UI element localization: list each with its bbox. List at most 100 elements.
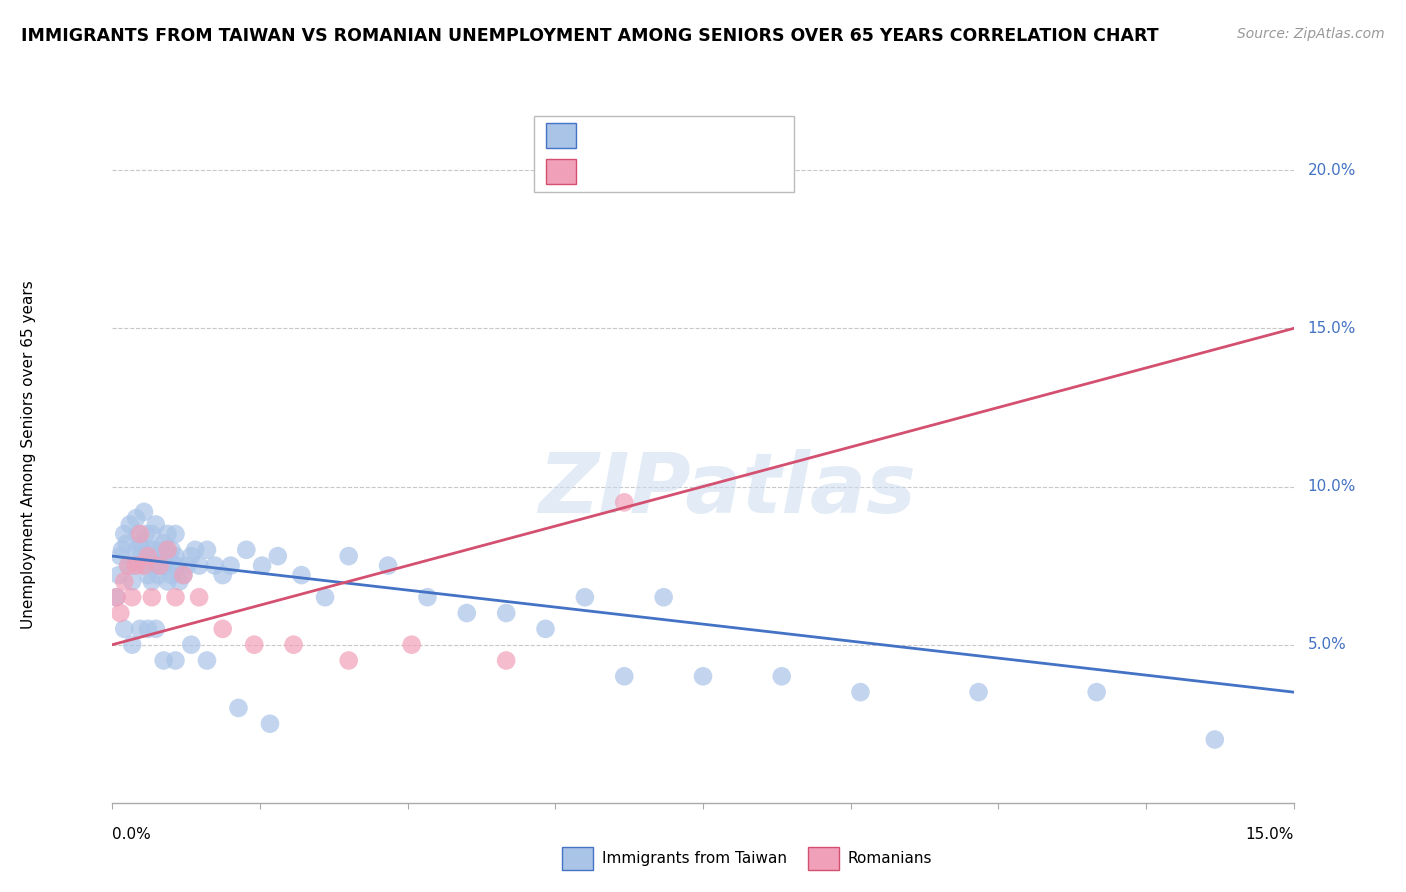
Point — [163, 558, 186, 573]
Point — [156, 527, 179, 541]
Point — [117, 558, 139, 573]
Point — [314, 591, 336, 605]
Text: 20.0%: 20.0% — [1308, 163, 1355, 178]
Point — [141, 527, 163, 541]
Point — [176, 558, 198, 573]
Point — [211, 568, 233, 582]
Point — [165, 549, 187, 563]
Point — [195, 653, 218, 667]
Point — [105, 591, 128, 605]
Point — [112, 622, 135, 636]
Point — [337, 549, 360, 563]
Point — [495, 606, 517, 620]
Point — [283, 638, 305, 652]
Point — [136, 549, 159, 563]
Text: -0.261: -0.261 — [621, 127, 681, 145]
Point — [155, 542, 177, 557]
Point — [132, 558, 155, 573]
Point — [112, 527, 135, 541]
Point — [188, 591, 211, 605]
Point — [157, 549, 180, 563]
Point — [1204, 732, 1226, 747]
Point — [136, 568, 159, 582]
Point — [401, 638, 423, 652]
Point — [115, 536, 138, 550]
Point — [141, 574, 163, 589]
Point — [152, 558, 174, 573]
Point — [135, 527, 157, 541]
Point — [184, 542, 207, 557]
Point — [105, 591, 128, 605]
Point — [136, 622, 159, 636]
Point — [172, 568, 194, 582]
Point — [156, 574, 179, 589]
Point — [652, 591, 675, 605]
Point — [145, 558, 167, 573]
Text: 0.435: 0.435 — [621, 162, 673, 180]
Point — [574, 591, 596, 605]
Text: Unemployment Among Seniors over 65 years: Unemployment Among Seniors over 65 years — [21, 281, 35, 629]
Point — [219, 558, 242, 573]
Point — [125, 558, 148, 573]
Text: 5.0%: 5.0% — [1308, 637, 1347, 652]
Text: 22: 22 — [717, 162, 741, 180]
Point — [613, 495, 636, 509]
Point — [377, 558, 399, 573]
Point — [121, 574, 143, 589]
Point — [121, 591, 143, 605]
Point — [149, 558, 172, 573]
Point — [132, 558, 155, 573]
Point — [141, 591, 163, 605]
Point — [145, 622, 167, 636]
Point — [613, 669, 636, 683]
Text: IMMIGRANTS FROM TAIWAN VS ROMANIAN UNEMPLOYMENT AMONG SENIORS OVER 65 YEARS CORR: IMMIGRANTS FROM TAIWAN VS ROMANIAN UNEMP… — [21, 27, 1159, 45]
Point — [110, 606, 132, 620]
Point — [204, 558, 226, 573]
Point — [112, 574, 135, 589]
Point — [250, 558, 273, 573]
Point — [121, 638, 143, 652]
Point — [259, 716, 281, 731]
Text: N =: N = — [682, 127, 718, 145]
Point — [129, 622, 152, 636]
Point — [495, 653, 517, 667]
Point — [107, 568, 129, 582]
Text: Immigrants from Taiwan: Immigrants from Taiwan — [602, 851, 787, 865]
Point — [172, 568, 194, 582]
Point — [132, 505, 155, 519]
Text: Source: ZipAtlas.com: Source: ZipAtlas.com — [1237, 27, 1385, 41]
Point — [149, 542, 172, 557]
Point — [849, 685, 872, 699]
Text: 15.0%: 15.0% — [1246, 827, 1294, 841]
Point — [195, 542, 218, 557]
Point — [337, 653, 360, 667]
Point — [243, 638, 266, 652]
Point — [165, 527, 187, 541]
Point — [235, 542, 257, 557]
Point — [145, 517, 167, 532]
Text: ZIPatlas: ZIPatlas — [537, 450, 915, 530]
Point — [211, 622, 233, 636]
Point — [139, 549, 162, 563]
Point — [150, 549, 173, 563]
Point — [125, 511, 148, 525]
Point — [152, 653, 174, 667]
Point — [180, 549, 202, 563]
Text: 15.0%: 15.0% — [1308, 321, 1355, 336]
Point — [149, 558, 172, 573]
Point — [160, 568, 183, 582]
Point — [416, 591, 439, 605]
Point — [160, 542, 183, 557]
Point — [156, 542, 179, 557]
Point — [146, 568, 169, 582]
Point — [188, 558, 211, 573]
Text: R =: R = — [588, 162, 624, 180]
Text: 84: 84 — [717, 127, 740, 145]
Point — [228, 701, 250, 715]
Point — [111, 542, 134, 557]
Text: Romanians: Romanians — [848, 851, 932, 865]
Point — [152, 536, 174, 550]
Point — [169, 574, 191, 589]
Point — [125, 542, 148, 557]
Text: 10.0%: 10.0% — [1308, 479, 1355, 494]
